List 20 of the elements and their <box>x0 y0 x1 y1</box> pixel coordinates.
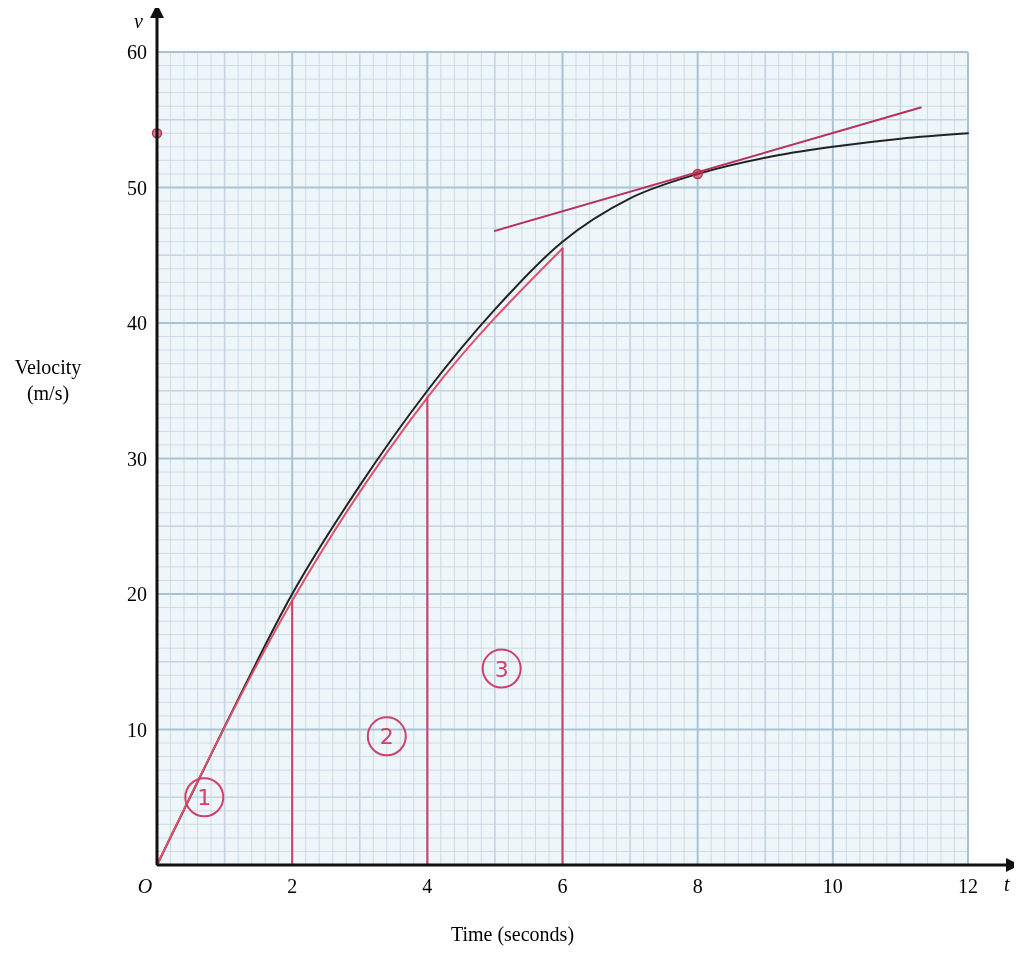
x-tick-label: O <box>137 875 153 897</box>
x-tick-label: 2 <box>287 875 298 897</box>
x-axis-title: Time (seconds) <box>450 923 575 946</box>
y-tick-label: 30 <box>127 447 147 470</box>
x-tick-label: 4 <box>422 875 433 897</box>
annotation: 2 <box>379 724 394 750</box>
x-tick-label: 8 <box>692 875 703 897</box>
annotation: 3 <box>494 656 509 682</box>
y-tick-label: 40 <box>127 312 147 334</box>
annotation: 1 <box>197 785 212 811</box>
y-axis-title: Velocity (m/s) <box>14 355 82 405</box>
x-tick-label: 6 <box>557 875 568 897</box>
y-tick-label: 60 <box>127 41 147 63</box>
x-tick-label: 10 <box>822 875 843 897</box>
y-tick-label: 50 <box>127 176 147 199</box>
x-tick-label: 12 <box>958 875 978 897</box>
y-tick-label: 10 <box>127 718 147 741</box>
text: t <box>1004 873 1010 895</box>
text: v <box>134 10 144 32</box>
y-tick-label: 20 <box>127 583 147 605</box>
